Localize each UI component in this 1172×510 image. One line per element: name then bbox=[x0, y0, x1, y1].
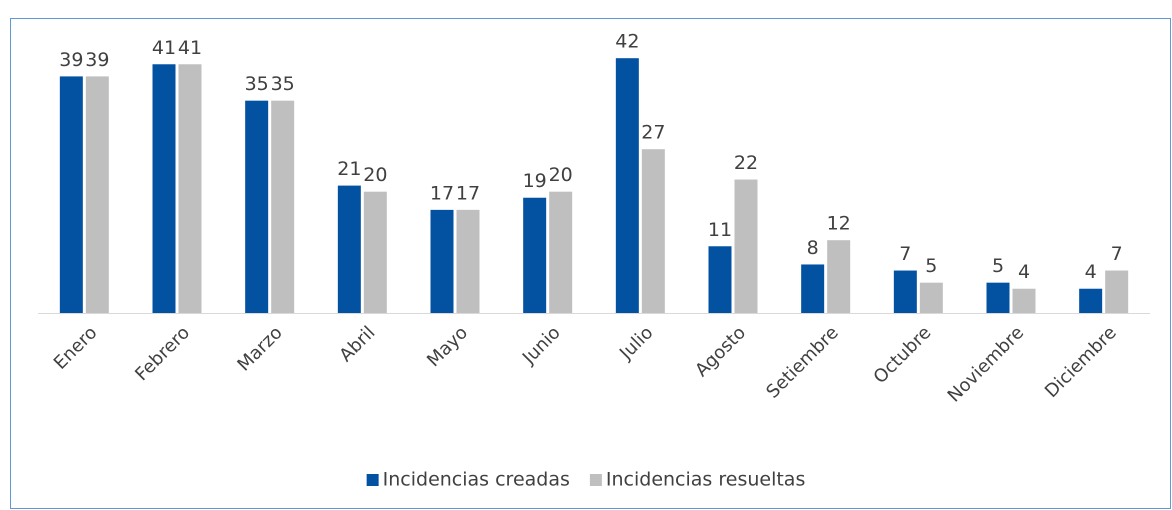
bar bbox=[1105, 270, 1129, 313]
x-tick-label: Octubre bbox=[870, 322, 936, 388]
x-tick-label: Julio bbox=[615, 322, 657, 364]
bar bbox=[734, 179, 758, 313]
x-tick-label: Febrero bbox=[131, 322, 194, 385]
data-label: 27 bbox=[641, 122, 665, 144]
bar bbox=[827, 240, 851, 313]
data-label: 12 bbox=[827, 213, 851, 235]
bar bbox=[708, 246, 732, 313]
bar bbox=[430, 209, 454, 313]
chart-frame bbox=[10, 18, 1171, 509]
bar bbox=[85, 76, 109, 314]
data-label: 22 bbox=[734, 152, 758, 174]
data-label: 11 bbox=[708, 219, 732, 241]
bar bbox=[615, 58, 639, 314]
x-tick-label: Junio bbox=[518, 322, 565, 369]
data-label: 20 bbox=[363, 164, 387, 186]
data-label: 35 bbox=[271, 73, 295, 95]
x-tick-label: Noviembre bbox=[944, 322, 1028, 406]
bar bbox=[893, 270, 917, 313]
bar bbox=[919, 282, 943, 313]
legend-label: Incidencias creadas bbox=[383, 469, 570, 491]
data-label: 7 bbox=[899, 243, 911, 265]
data-label: 8 bbox=[807, 237, 819, 259]
x-tick-label: Diciembre bbox=[1041, 322, 1121, 402]
x-tick-label: Abril bbox=[335, 322, 379, 366]
data-label: 41 bbox=[152, 37, 176, 59]
data-label: 17 bbox=[430, 182, 454, 204]
bar bbox=[178, 64, 202, 314]
data-label: 19 bbox=[523, 170, 547, 192]
data-label: 4 bbox=[1018, 261, 1030, 283]
bar bbox=[363, 191, 387, 313]
data-label: 7 bbox=[1111, 243, 1123, 265]
legend-swatch bbox=[366, 474, 379, 486]
data-label: 4 bbox=[1085, 261, 1097, 283]
x-tick-label: Agosto bbox=[691, 322, 750, 381]
bar bbox=[1079, 288, 1103, 313]
bar bbox=[801, 264, 825, 313]
bar bbox=[271, 100, 295, 314]
legend-label: Incidencias resueltas bbox=[606, 469, 805, 491]
bar bbox=[152, 64, 176, 314]
data-label: 5 bbox=[925, 255, 937, 277]
x-tick-label: Enero bbox=[50, 322, 102, 374]
data-label: 41 bbox=[178, 37, 202, 59]
data-label: 21 bbox=[337, 158, 361, 180]
data-label: 35 bbox=[245, 73, 269, 95]
bar bbox=[641, 149, 665, 313]
legend-swatch bbox=[589, 474, 602, 486]
data-label: 5 bbox=[992, 255, 1004, 277]
bar bbox=[523, 197, 547, 313]
data-label: 42 bbox=[615, 31, 639, 53]
data-label: 39 bbox=[85, 49, 109, 71]
bar bbox=[986, 282, 1010, 313]
data-label: 39 bbox=[59, 49, 83, 71]
bar bbox=[456, 209, 480, 313]
x-tick-label: Mayo bbox=[423, 322, 472, 371]
x-tick-label: Marzo bbox=[233, 322, 286, 375]
data-label: 20 bbox=[549, 164, 573, 186]
bar bbox=[1012, 288, 1036, 313]
bar bbox=[59, 76, 83, 314]
bar bbox=[549, 191, 573, 313]
bar bbox=[245, 100, 269, 314]
data-label: 17 bbox=[456, 182, 480, 204]
x-tick-label: Setiembre bbox=[762, 322, 842, 402]
bar bbox=[337, 185, 361, 313]
